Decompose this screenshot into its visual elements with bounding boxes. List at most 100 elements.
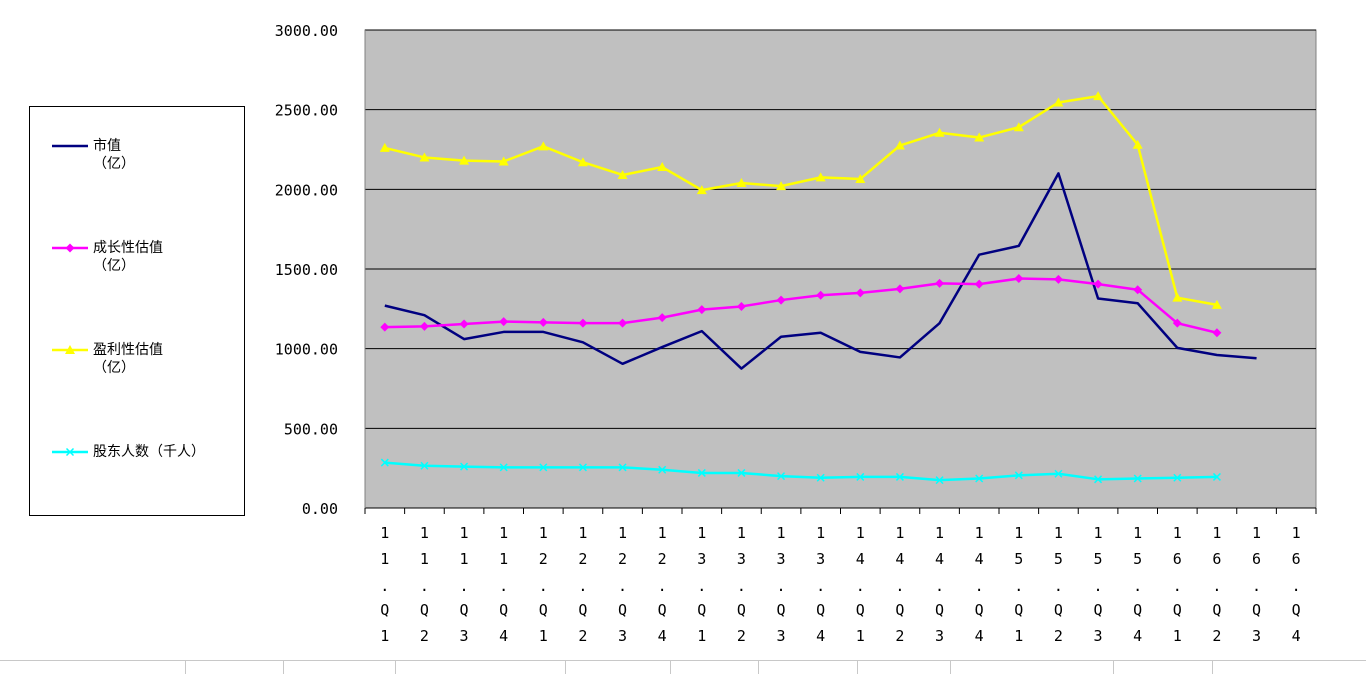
y-tick-label: 1500.00 (275, 261, 338, 279)
x-tick-label: 1 1. Q 1 (380, 524, 389, 645)
data-point (736, 177, 747, 187)
data-point (459, 155, 470, 165)
x-tick-char: 1 (975, 524, 984, 542)
x-tick-char: 1 (895, 524, 904, 542)
x-tick-char: 4 (816, 627, 825, 645)
x-tick-label: 1 4. Q 2 (895, 524, 904, 645)
x-tick-char: Q (420, 601, 429, 619)
x-tick-char: . (777, 577, 786, 595)
x-tick-label: 1 5. Q 4 (1133, 524, 1142, 645)
x-tick-char: . (737, 577, 746, 595)
x-tick-char: 2 (1054, 627, 1063, 645)
data-point (499, 317, 509, 327)
x-tick-char: 1 (737, 524, 746, 542)
x-tick-char: 1 (539, 627, 548, 645)
x-tick-label: 1 5. Q 1 (1014, 524, 1023, 645)
x-tick-char: 5 (1054, 550, 1063, 568)
x-tick-char: 3 (697, 550, 706, 568)
x-tick-char: 2 (658, 550, 667, 568)
x-tick-char: Q (895, 601, 904, 619)
data-point (539, 463, 548, 472)
y-tick-label: 500.00 (284, 420, 338, 438)
data-point (895, 472, 904, 481)
x-tick-char: 3 (1094, 627, 1103, 645)
x-tick-char: 6 (1292, 550, 1301, 568)
data-point (419, 152, 430, 162)
data-point (380, 322, 390, 332)
x-tick-label: 1 3. Q 2 (737, 524, 746, 645)
data-point (618, 463, 627, 472)
x-tick-char: 1 (1094, 524, 1103, 542)
data-point (657, 162, 668, 172)
x-axis-ticks: 1 1. Q 1 1 1. Q 2 1 1. Q 3 1 1. Q 4 1 2. Q 1 1 2. Q 2 1 2. Q 3 1 2. Q 4… (380, 524, 1300, 645)
x-tick-char: . (618, 577, 627, 595)
x-tick-char: 1 (380, 627, 389, 645)
series-1 (380, 274, 1222, 338)
legend-swatch (52, 447, 88, 457)
x-tick-char: . (697, 577, 706, 595)
x-tick-char: 3 (460, 627, 469, 645)
data-point (975, 474, 984, 483)
series-3 (380, 458, 1221, 485)
x-tick-char: Q (816, 601, 825, 619)
x-tick-char: . (420, 577, 429, 595)
x-tick-label: 1 5. Q 2 (1054, 524, 1063, 645)
x-tick-char: Q (975, 601, 984, 619)
x-tick-char: 2 (539, 550, 548, 568)
series-0 (384, 172, 1257, 370)
x-tick-label: 1 6. Q 2 (1212, 524, 1221, 645)
x-tick-char: 4 (895, 550, 904, 568)
x-tick-char: . (460, 577, 469, 595)
x-tick-label: 1 6. Q 4 (1292, 524, 1301, 645)
x-tick-char: 1 (380, 524, 389, 542)
legend-label: 成长性估值 （亿） (93, 240, 163, 274)
legend-label: 股东人数（千人） (93, 444, 205, 460)
x-tick-char: 3 (816, 550, 825, 568)
data-point (1053, 274, 1063, 284)
x-tick-char: 1 (816, 524, 825, 542)
x-tick-char: 1 (618, 524, 627, 542)
x-tick-char: 1 (1133, 524, 1142, 542)
series-layer (379, 91, 1257, 485)
gridlines (365, 29, 1316, 429)
data-point (1212, 472, 1221, 481)
x-tick-char: Q (1173, 601, 1182, 619)
x-tick-char: 1 (1014, 524, 1023, 542)
x-tick-char: . (1212, 577, 1221, 595)
x-tick-char: 4 (975, 627, 984, 645)
data-point (65, 243, 75, 253)
x-tick-char: Q (1054, 601, 1063, 619)
x-tick-label: 1 4. Q 1 (856, 524, 865, 645)
data-point (578, 318, 588, 328)
data-point (777, 472, 786, 481)
data-point (855, 288, 865, 298)
x-tick-char: 5 (1094, 550, 1103, 568)
series-line (384, 172, 1257, 370)
x-tick-char: 4 (1292, 627, 1301, 645)
data-point (934, 127, 945, 137)
x-tick-char: 1 (777, 524, 786, 542)
x-tick-label: 1 4. Q 4 (975, 524, 984, 645)
data-point (855, 173, 866, 183)
x-tick-char: . (578, 577, 587, 595)
x-tick-char: 1 (460, 550, 469, 568)
x-tick-char: Q (578, 601, 587, 619)
x-tick-char: Q (1094, 601, 1103, 619)
x-tick-char: 5 (1133, 550, 1142, 568)
y-tick-label: 2000.00 (275, 181, 338, 199)
x-tick-char: . (895, 577, 904, 595)
x-tick-char: 6 (1173, 550, 1182, 568)
series-2 (379, 91, 1222, 309)
x-tick-char: 1 (856, 627, 865, 645)
data-point (1014, 274, 1024, 284)
x-tick-label: 1 1. Q 4 (499, 524, 508, 645)
axes (364, 30, 1317, 514)
data-point (856, 472, 865, 481)
x-tick-char: 1 (1292, 524, 1301, 542)
x-tick-char: 1 (658, 524, 667, 542)
data-point (460, 462, 469, 471)
x-tick-char: 1 (1054, 524, 1063, 542)
x-tick-char: Q (737, 601, 746, 619)
x-tick-char: . (856, 577, 865, 595)
x-tick-label: 1 3. Q 4 (816, 524, 825, 645)
